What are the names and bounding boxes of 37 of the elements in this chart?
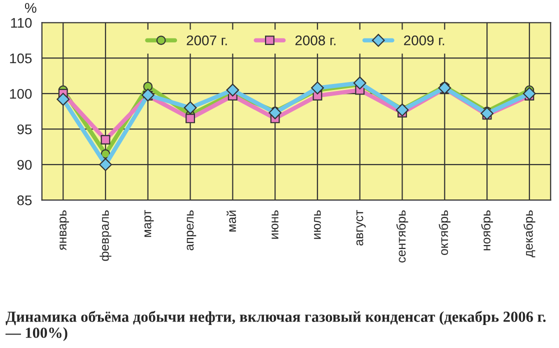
point: [56, 92, 70, 106]
x-tick-label: декабрь: [524, 210, 536, 258]
x-tick-label: апрель: [186, 210, 196, 250]
point: [353, 76, 366, 90]
x-tick-label: январь: [60, 210, 69, 250]
x-tick-label: февраль: [100, 210, 112, 261]
point: [226, 84, 240, 97]
x-tick-label: август: [356, 210, 366, 246]
legend-label: 2007 г.: [186, 35, 227, 46]
point: [522, 87, 536, 100]
point: [480, 107, 494, 120]
text: Динамика объёма добычи нефти, включая газовый конденсат (декабрь 2006 г. — 100%): [5, 310, 546, 342]
x-tick-label: ноябрь: [481, 210, 493, 250]
point: [438, 81, 452, 94]
y-tick-label: 95: [17, 124, 32, 134]
point: [100, 135, 110, 144]
y-tick-label: 110: [11, 18, 32, 28]
legend-label: 2008 г.: [295, 35, 336, 46]
point: [268, 106, 282, 120]
legend-label: 2009 г.: [404, 35, 444, 46]
point: [99, 158, 112, 172]
point: [311, 81, 324, 94]
point: [186, 114, 196, 124]
x-tick-label: июль: [314, 210, 321, 239]
x-tick-label: сентябрь: [396, 210, 408, 263]
x-tick-label: март: [144, 210, 154, 237]
y-tick-label: 100: [10, 88, 32, 99]
x-tick-label: июнь: [272, 210, 278, 239]
point: [184, 101, 197, 114]
point: [141, 88, 154, 102]
x-tick-label: октябрь: [438, 210, 451, 255]
y-axis-title: %: [24, 3, 36, 13]
point: [396, 103, 409, 116]
y-tick-label: 85: [17, 195, 32, 206]
x-tick-label: май: [226, 210, 236, 232]
y-tick-label: 105: [10, 53, 32, 64]
y-tick-label: 90: [17, 160, 32, 170]
